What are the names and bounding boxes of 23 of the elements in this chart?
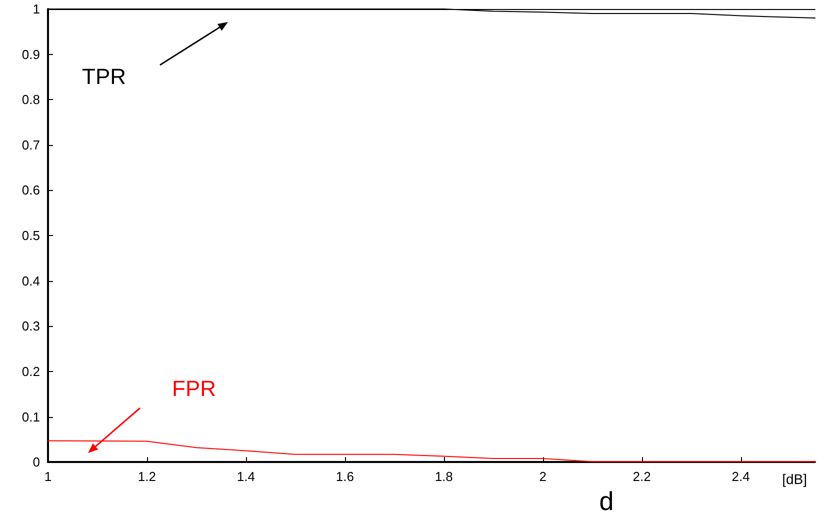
annotation: TPR xyxy=(82,64,126,89)
annotation: FPR xyxy=(172,376,216,401)
x-tick-label: 1.6 xyxy=(336,469,354,484)
y-tick-label: 0.2 xyxy=(22,364,40,379)
y-tick-label: 0.9 xyxy=(22,46,40,62)
x-tick-label: 2.4 xyxy=(732,469,750,484)
y-tick-label: 0 xyxy=(32,454,40,470)
x-tick-label: 1.8 xyxy=(434,469,453,484)
y-tick-label: 0.5 xyxy=(22,228,40,244)
x-tick-label: 2 xyxy=(539,469,546,484)
y-tick-label: 1 xyxy=(32,2,40,16)
y-tick-label: 0.6 xyxy=(22,182,40,198)
y-tick-label: 0.1 xyxy=(22,409,40,424)
x-axis-title: d xyxy=(599,486,614,516)
y-tick-label: 0.4 xyxy=(22,273,40,288)
y-tick-label: 0.3 xyxy=(22,318,40,334)
x-tick-label: 1.2 xyxy=(138,469,156,484)
x-tick-label: 2.2 xyxy=(632,469,651,484)
x-tick-label: 1 xyxy=(44,469,52,484)
y-tick-label: 0.8 xyxy=(22,92,40,108)
text: [dB] xyxy=(782,471,807,488)
x-tick-label: 1.4 xyxy=(236,469,255,484)
y-tick-label: 0.7 xyxy=(22,137,40,152)
